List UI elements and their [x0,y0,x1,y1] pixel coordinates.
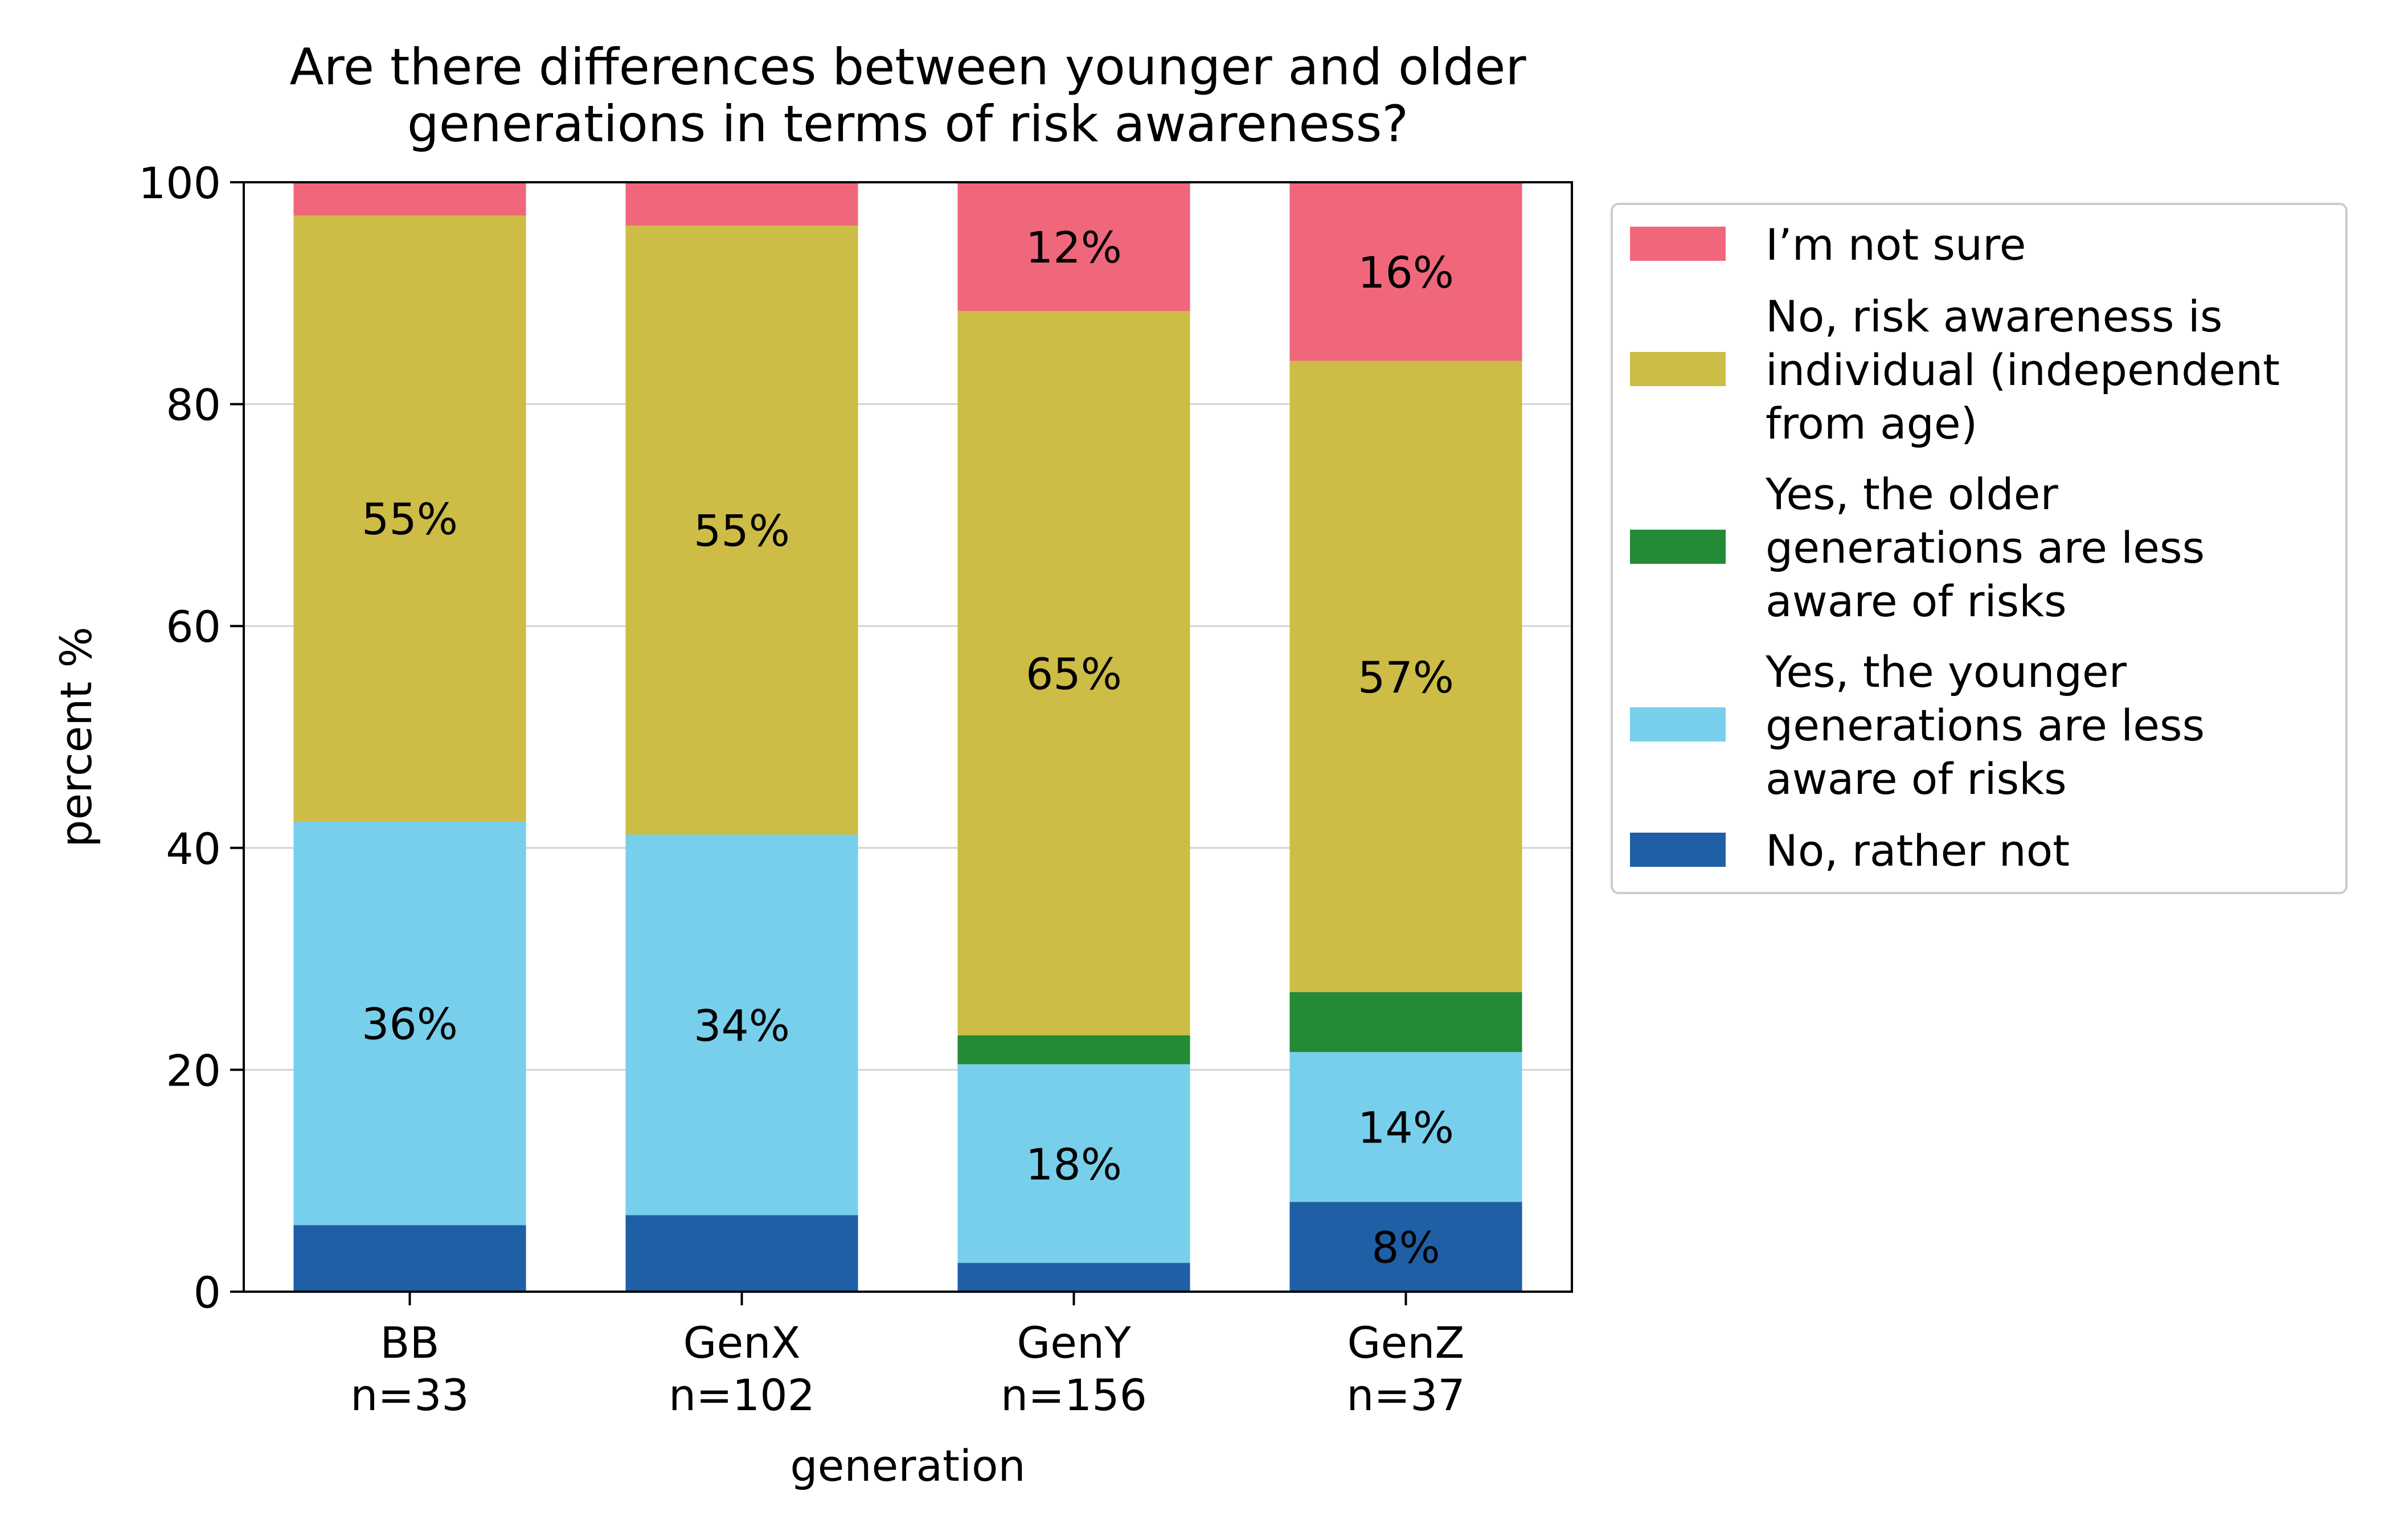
y-tick-label: 20 [166,1045,221,1096]
legend-item[interactable]: No, risk awareness is individual (indepen… [1630,291,2280,449]
bar-segment[interactable] [1289,1202,1522,1292]
legend-label: Yes, the younger generations are less awar… [1765,646,2205,804]
bar-segment[interactable] [293,182,526,216]
y-tick-label: 80 [166,380,221,431]
y-tick-label: 40 [166,824,221,874]
bar-segment[interactable] [957,310,1190,1036]
legend-item[interactable]: Yes, the older generations are less aware … [1630,469,2205,626]
data-label: 18% [1026,1139,1122,1190]
y-tick-label: 60 [166,601,221,652]
x-axis-label: generation [790,1440,1025,1491]
x-axis: BB n=33 GenX n=102 GenY n=156 GenZ n=37 [350,1292,1465,1420]
y-axis: 0 20 40 60 80 100 [138,158,244,1318]
data-label: 65% [1026,649,1122,699]
legend-swatch [1630,530,1726,564]
bar-segment[interactable] [1289,361,1522,993]
data-labels: 36% 55% 34% 55% 18% 65% 12% 8% 14% 57% 16% [362,222,1454,1273]
data-label: 14% [1358,1103,1454,1153]
bar-segment[interactable] [957,1064,1190,1263]
data-label: 55% [694,506,790,556]
x-tick-label: GenY n=156 [1001,1317,1147,1420]
y-axis-label: percent % [51,626,101,847]
bars [293,182,1522,1292]
data-label: 57% [1358,652,1454,703]
legend-box [1611,203,2348,894]
legend-swatch [1630,227,1726,261]
legend-item[interactable]: Yes, the younger generations are less awar… [1630,646,2205,804]
chart-title: Are there differences between younger an… [289,38,1526,153]
bar-segment[interactable] [1289,992,1522,1052]
bar-segment[interactable] [957,1263,1190,1292]
bar-segment[interactable] [293,1225,526,1292]
bar-segment[interactable] [625,834,858,1215]
chart-title-text: Are there differences between younger an… [289,38,1526,153]
legend-label: Yes, the older generations are less aware … [1765,469,2205,626]
bar-segment[interactable] [293,821,526,1226]
legend-swatch [1630,833,1726,867]
data-label: 36% [362,999,458,1050]
y-tick-label: 0 [194,1267,221,1318]
bar-segment[interactable] [625,182,858,226]
plot-frame [243,181,1573,1293]
data-label: 12% [1026,222,1122,273]
data-label: 16% [1358,247,1454,298]
bar-segment[interactable] [957,1035,1190,1064]
data-label: 55% [362,494,458,544]
legend-label: No, risk awareness is individual (indepen… [1766,291,2280,449]
bar-segment[interactable] [1289,182,1522,361]
legend-swatch [1630,352,1726,386]
data-label: 8% [1371,1222,1440,1273]
x-tick-label: BB n=33 [350,1317,469,1420]
legend-item[interactable]: No, rather not [1630,825,2070,876]
x-tick-label: GenX n=102 [669,1317,815,1420]
legend[interactable]: I’m not sure No, risk awareness is individ… [1611,203,2348,894]
y-tick-label: 100 [138,158,221,208]
bar-segment[interactable] [293,215,526,822]
bar-segment[interactable] [625,1215,858,1292]
bar-segment[interactable] [625,225,858,835]
legend-swatch [1630,707,1726,742]
legend-item[interactable]: I’m not sure [1630,219,2026,270]
x-tick-label: GenZ n=37 [1346,1317,1465,1420]
bar-segment[interactable] [1289,1052,1522,1202]
legend-label: No, rather not [1766,825,2070,876]
bar-segment[interactable] [957,182,1190,311]
data-label: 34% [694,1001,790,1051]
legend-label: I’m not sure [1766,219,2026,270]
